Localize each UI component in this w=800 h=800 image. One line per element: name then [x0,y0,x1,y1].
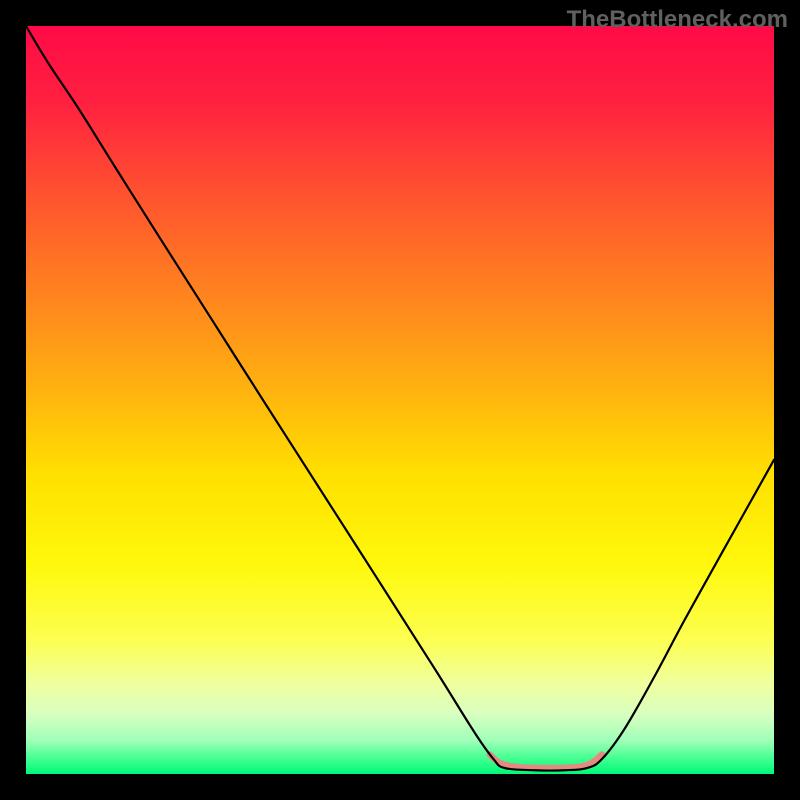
curve-layer [26,26,774,774]
chart-container: TheBottleneck.com [0,0,800,800]
plot-area [26,26,774,774]
watermark-text: TheBottleneck.com [567,6,788,34]
bottleneck-curve [26,26,774,771]
valley-marker [490,755,602,768]
